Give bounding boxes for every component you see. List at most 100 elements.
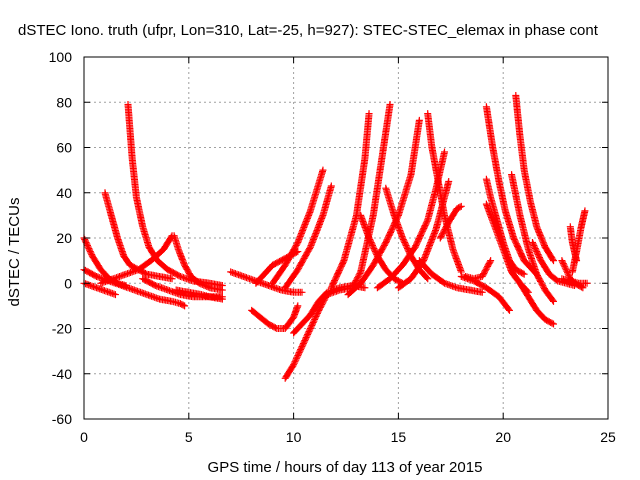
series-17: [323, 101, 394, 299]
data-point: [445, 177, 453, 185]
data-point: [449, 245, 465, 274]
data-point: [466, 286, 485, 296]
data-point: [306, 308, 322, 332]
data-point: [505, 306, 513, 314]
data-point: [147, 246, 166, 265]
data-point: [524, 293, 540, 313]
data-point: [290, 321, 305, 337]
data-point: [248, 306, 263, 320]
data-point: [132, 193, 146, 229]
series-28: [482, 103, 541, 278]
data-point: [501, 207, 517, 240]
data-point: [306, 168, 326, 215]
data-point: [533, 270, 548, 293]
series-14: [269, 166, 327, 287]
data-point: [327, 182, 335, 190]
data-point: [365, 234, 381, 259]
data-point: [353, 156, 369, 219]
data-point: [510, 234, 527, 263]
data-point: [218, 286, 226, 294]
data-point: [583, 279, 591, 287]
y-tick-label: 0: [64, 275, 72, 291]
data-point: [357, 211, 372, 240]
data-point: [340, 213, 360, 265]
data-point: [520, 270, 528, 278]
series-34: [529, 239, 578, 290]
data-point: [369, 240, 389, 269]
data-point: [281, 362, 297, 382]
data-point: [508, 268, 523, 286]
data-point: [327, 258, 347, 292]
data-point: [101, 189, 115, 218]
data-point: [357, 262, 376, 287]
series-32: [508, 171, 558, 305]
y-tick-label: -60: [52, 411, 72, 427]
data-point: [369, 102, 394, 219]
data-point: [264, 320, 279, 332]
data-point: [424, 186, 440, 224]
data-point: [562, 266, 574, 281]
data-point: [281, 314, 297, 332]
data-point: [88, 252, 104, 272]
y-tick-label: -40: [52, 366, 72, 382]
data-point: [529, 239, 544, 263]
data-point: [566, 223, 576, 245]
data-point: [114, 234, 127, 259]
data-point: [394, 172, 414, 219]
data-point: [558, 257, 569, 272]
series-38: [558, 275, 591, 287]
data-point: [365, 110, 373, 118]
data-point: [373, 276, 393, 292]
data-point: [361, 111, 373, 163]
data-point: [298, 312, 313, 328]
data-point: [489, 144, 503, 184]
series-25: [394, 177, 453, 292]
data-point: [139, 223, 152, 249]
data-point: [160, 233, 175, 253]
data-point: [495, 293, 512, 313]
data-point: [130, 286, 149, 298]
data-point: [550, 297, 558, 305]
data-point: [407, 118, 423, 179]
series-24: [436, 202, 465, 242]
data-point: [168, 275, 176, 283]
data-point: [428, 144, 442, 184]
series-16: [327, 110, 373, 292]
data-point: [361, 284, 369, 292]
data-point: [111, 291, 119, 299]
y-tick-label: 60: [56, 140, 72, 156]
data-point: [516, 132, 528, 172]
series-4: [124, 101, 226, 290]
data-point: [453, 284, 472, 294]
data-point: [294, 302, 302, 310]
x-axis-label: GPS time / hours of day 113 of year 2015: [208, 459, 483, 476]
data-point: [482, 284, 502, 300]
x-tick-label: 10: [286, 429, 302, 445]
data-point: [524, 245, 540, 277]
data-point: [260, 262, 276, 278]
data-point: [344, 280, 363, 299]
data-point: [176, 300, 187, 309]
data-point: [441, 148, 449, 156]
y-tick-label: -20: [52, 321, 72, 337]
data-point: [541, 243, 557, 263]
data-point: [306, 213, 326, 251]
data-point: [281, 267, 301, 292]
data-point: [512, 92, 524, 139]
data-point: [281, 240, 301, 269]
x-tick-label: 20: [495, 429, 511, 445]
x-tick-label: 25: [600, 429, 616, 445]
data-point: [174, 245, 188, 268]
data-point: [298, 288, 306, 296]
data-point: [187, 273, 202, 286]
ticks-layer: 0 5 10 15 20 25 -60 -40 -20 0 20 40 60 80 100: [49, 49, 616, 445]
series-6: [170, 232, 226, 294]
data-point: [550, 320, 558, 328]
data-point: [195, 279, 212, 291]
data-point: [533, 306, 548, 322]
data-point: [135, 258, 154, 274]
data-point: [499, 239, 513, 263]
data-point: [153, 257, 171, 273]
data-point: [107, 211, 121, 240]
series-8: [172, 286, 226, 303]
